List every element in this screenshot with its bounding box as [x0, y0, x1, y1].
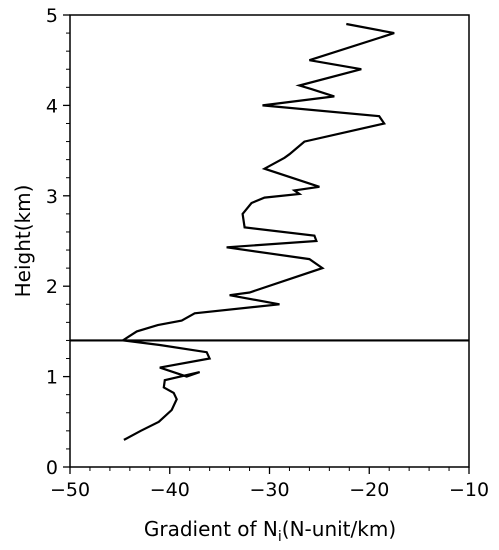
x-tick-label: −50	[50, 479, 90, 501]
x-tick-label: −30	[249, 479, 289, 501]
x-tick-label: −10	[449, 479, 489, 501]
x-tick-label: −20	[349, 479, 389, 501]
x-axis-label-suffix: (N-unit/km)	[282, 517, 396, 541]
profile-line	[119, 22, 395, 441]
y-axis-label: Height(km)	[11, 185, 35, 298]
plot-frame	[69, 14, 470, 468]
y-tick-label: 5	[46, 5, 58, 27]
axis-ticks: −50 −40 −30 −20 −10 0 1 2 3 4 5	[46, 5, 489, 501]
x-tick-label: −40	[150, 479, 190, 501]
y-tick-label: 1	[46, 367, 58, 389]
y-tick-label: 3	[46, 186, 58, 208]
x-axis-label-prefix: Gradient of N	[144, 517, 278, 541]
y-tick-label: 2	[46, 276, 58, 298]
x-axis-label-subscript: i	[278, 529, 282, 545]
y-tick-label: 0	[46, 457, 58, 479]
x-axis-label: Gradient of Ni(N-unit/km)	[144, 517, 396, 545]
y-tick-label: 4	[46, 95, 58, 117]
